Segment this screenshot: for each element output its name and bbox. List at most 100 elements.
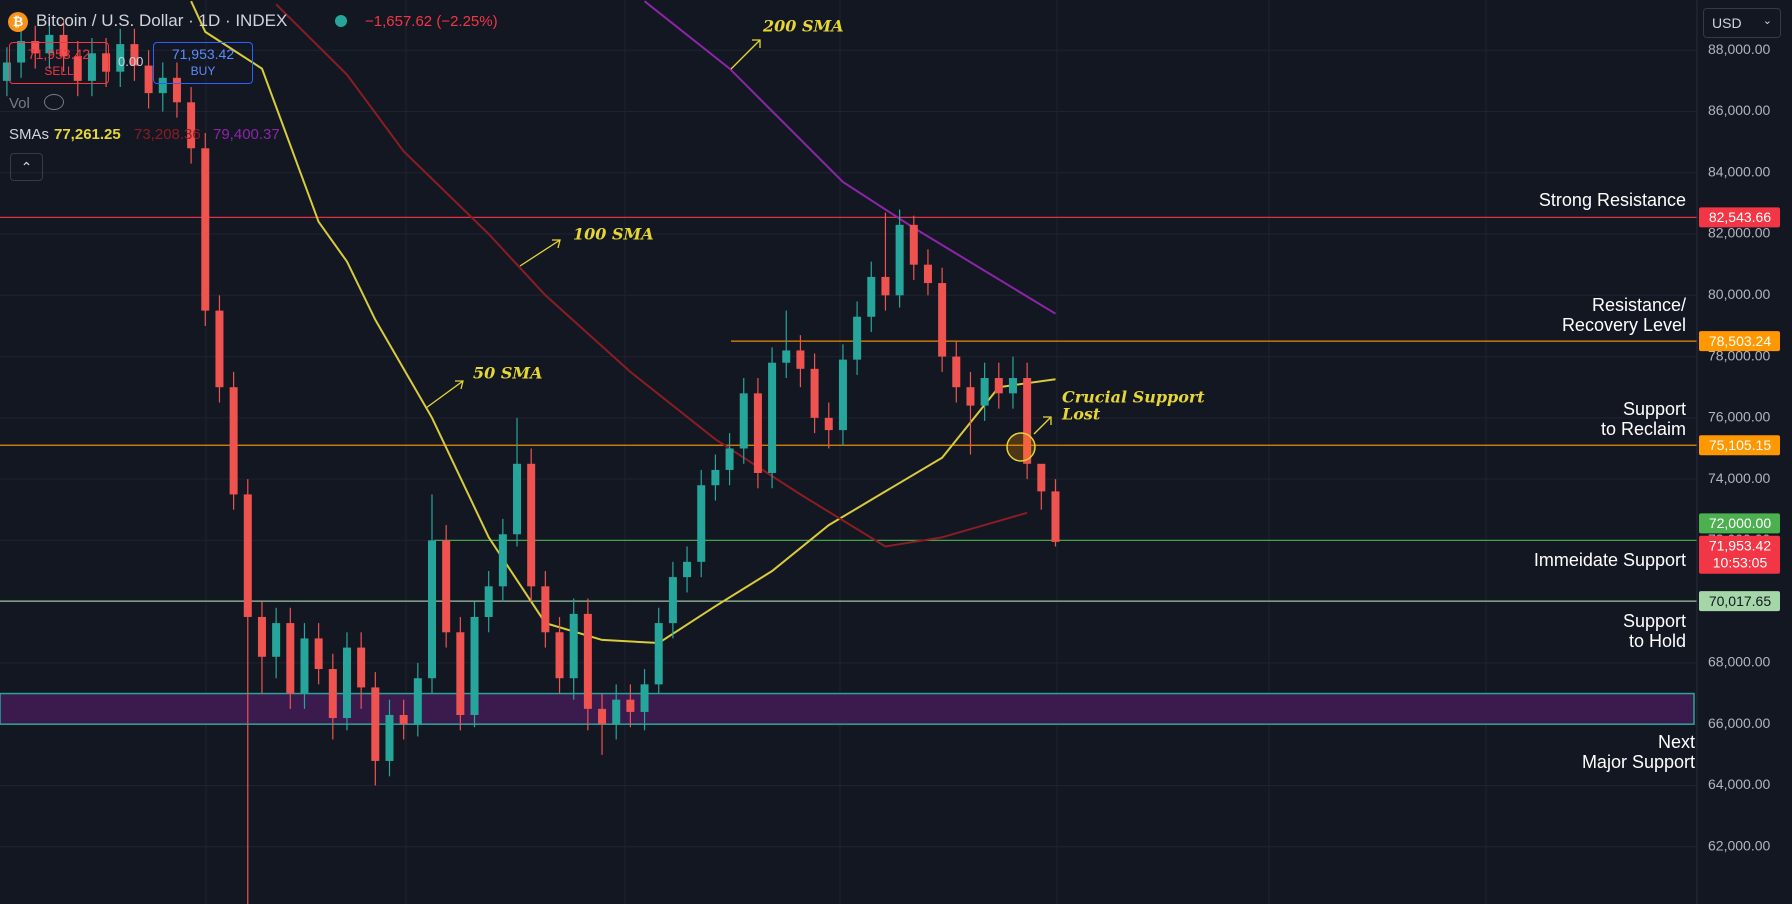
candle-body [1008, 378, 1017, 394]
buy-price: 71,953.42 [171, 46, 235, 62]
sell-button[interactable]: 71,953.42 SELL [9, 42, 109, 84]
candle-body [243, 494, 252, 617]
buy-button[interactable]: 71,953.42 BUY [153, 42, 253, 84]
candle-body [498, 534, 507, 587]
sma-line [643, 0, 1057, 315]
price-tag [1699, 591, 1780, 612]
sma50-value: 77,261.25 [54, 126, 121, 143]
zone-label: Major Support [1582, 752, 1695, 772]
candle-body [201, 148, 210, 311]
candle-body [45, 34, 54, 54]
price-tag-label: 72,000.00 [1709, 515, 1771, 531]
candle-body [683, 561, 692, 578]
symbol-title[interactable]: Bitcoin / U.S. Dollar · 1D · INDEX [36, 11, 288, 30]
sma-annotation: 200 SMA [762, 17, 844, 36]
candle-body [654, 623, 663, 685]
collapse-button[interactable]: ⌃ [10, 153, 43, 181]
last-price-label: 71,953.42 [1709, 538, 1771, 554]
arrow [425, 380, 464, 409]
candle-body [413, 678, 422, 725]
price-tag [1699, 331, 1780, 352]
candle-body [895, 224, 904, 296]
candle-body [470, 616, 479, 715]
candle-body [867, 276, 876, 317]
sma-line [275, 3, 1028, 548]
sma-annotation: 100 SMA [573, 225, 654, 244]
volume-label[interactable]: Vol [9, 95, 30, 112]
currency-select[interactable]: USD ⌄ [1703, 8, 1781, 38]
arrow [730, 39, 761, 70]
candle-body [838, 359, 847, 431]
arrow-head [455, 380, 464, 390]
candle-body [158, 77, 167, 94]
price-axis-labels: 62,000.00 64,000.00 66,000.00 68,000.00 70,0… [1699, 41, 1780, 853]
zone-label: Next [1658, 732, 1695, 752]
buy-label: BUY [190, 64, 216, 78]
y-tick-label: 64,000.00 [1708, 776, 1770, 792]
coin-icon: ₿ [8, 12, 28, 32]
sell-label: SELL [44, 64, 74, 78]
candle-body [739, 393, 748, 449]
candle-body [583, 613, 592, 709]
candle-body [782, 350, 791, 363]
candle-body [300, 638, 309, 694]
candle-body [1037, 463, 1046, 492]
candle-body [2, 62, 11, 81]
level-label: Support [1623, 611, 1686, 631]
sma-label[interactable]: SMAs [9, 126, 50, 143]
candle-body [484, 586, 493, 617]
y-tick-label: 74,000.00 [1708, 470, 1770, 486]
last-price-tag [1699, 535, 1780, 574]
y-tick-label: 80,000.00 [1708, 286, 1770, 302]
y-tick-label: 62,000.00 [1708, 837, 1770, 853]
candle-body [555, 632, 564, 679]
candle-body [215, 310, 224, 388]
y-tick-label: 78,000.00 [1708, 347, 1770, 363]
candle-body [612, 699, 621, 725]
candle-body [286, 623, 295, 694]
candle-body [881, 276, 890, 296]
candle-body [853, 316, 862, 360]
candle-body [640, 684, 649, 712]
candle-body [527, 463, 536, 587]
sma-annotation: 50 SMA [473, 364, 543, 383]
arrow [1033, 416, 1052, 435]
highlight-circle [1006, 432, 1036, 462]
candle-body [428, 540, 436, 679]
candle-body [980, 378, 989, 406]
y-tick-label: 68,000.00 [1708, 654, 1770, 670]
candle-body [1051, 491, 1060, 542]
candle-body [938, 283, 947, 357]
candle-body [272, 623, 281, 657]
price-tag-label: 75,105.15 [1709, 437, 1771, 453]
spread: 0.00 [118, 54, 144, 69]
candle-body [598, 708, 607, 725]
price-change: −1,657.62 (−2.25%) [365, 13, 498, 30]
candle-body [697, 485, 706, 562]
candle-body [357, 647, 366, 688]
candle-body [810, 368, 819, 418]
candle-body [952, 356, 961, 388]
candle-body [59, 34, 68, 57]
y-tick-label: 88,000.00 [1708, 41, 1770, 57]
level-label: Support [1623, 399, 1686, 419]
candle-body [1023, 378, 1032, 464]
candle-body [257, 616, 266, 657]
candle-body [796, 350, 805, 369]
countdown: 10:53:05 [1713, 555, 1768, 571]
level-label: to Reclaim [1601, 419, 1686, 439]
candle-body [371, 687, 380, 761]
level-label: to Hold [1629, 631, 1686, 651]
level-label: Resistance/ [1592, 295, 1686, 315]
hide-icon[interactable] [44, 94, 64, 110]
candle-body [966, 387, 975, 406]
candle-body [116, 44, 125, 72]
arrow-head [752, 39, 761, 48]
arrow [519, 239, 561, 267]
candle-body [923, 264, 932, 284]
plot-area [2, 0, 1060, 904]
candle-body [17, 41, 26, 63]
candle-body [31, 41, 40, 54]
